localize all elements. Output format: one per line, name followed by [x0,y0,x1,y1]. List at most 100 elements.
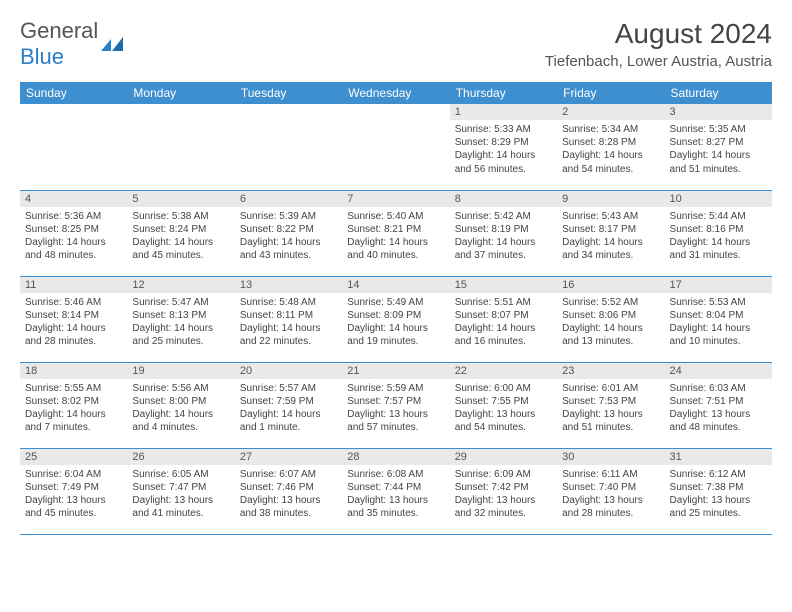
day-details: Sunrise: 5:42 AMSunset: 8:19 PMDaylight:… [450,207,557,267]
weekday-header: Thursday [450,82,557,104]
day-details: Sunrise: 6:11 AMSunset: 7:40 PMDaylight:… [557,465,664,525]
day-details: Sunrise: 6:03 AMSunset: 7:51 PMDaylight:… [665,379,772,439]
calendar-cell: .. [342,104,449,190]
day-details: Sunrise: 5:36 AMSunset: 8:25 PMDaylight:… [20,207,127,267]
calendar-cell: 18Sunrise: 5:55 AMSunset: 8:02 PMDayligh… [20,362,127,448]
day-number: 20 [235,363,342,379]
calendar-cell: 4Sunrise: 5:36 AMSunset: 8:25 PMDaylight… [20,190,127,276]
day-number: 29 [450,449,557,465]
day-details: Sunrise: 5:48 AMSunset: 8:11 PMDaylight:… [235,293,342,353]
calendar-cell: 13Sunrise: 5:48 AMSunset: 8:11 PMDayligh… [235,276,342,362]
day-details: Sunrise: 6:07 AMSunset: 7:46 PMDaylight:… [235,465,342,525]
weekday-header-row: SundayMondayTuesdayWednesdayThursdayFrid… [20,82,772,104]
day-number: 7 [342,191,449,207]
day-details: Sunrise: 5:34 AMSunset: 8:28 PMDaylight:… [557,120,664,180]
day-number: 19 [127,363,234,379]
weekday-header: Sunday [20,82,127,104]
calendar-cell: 16Sunrise: 5:52 AMSunset: 8:06 PMDayligh… [557,276,664,362]
day-details: Sunrise: 5:43 AMSunset: 8:17 PMDaylight:… [557,207,664,267]
day-details: Sunrise: 5:51 AMSunset: 8:07 PMDaylight:… [450,293,557,353]
day-number: 26 [127,449,234,465]
day-number: 2 [557,104,664,120]
day-number: 24 [665,363,772,379]
weekday-header: Tuesday [235,82,342,104]
day-details: Sunrise: 6:08 AMSunset: 7:44 PMDaylight:… [342,465,449,525]
day-details: Sunrise: 6:01 AMSunset: 7:53 PMDaylight:… [557,379,664,439]
page-header: General Blue August 2024 Tiefenbach, Low… [20,18,772,70]
title-block: August 2024 Tiefenbach, Lower Austria, A… [545,18,772,70]
day-number: 31 [665,449,772,465]
calendar-cell: .. [127,104,234,190]
day-number: 11 [20,277,127,293]
day-details: Sunrise: 6:00 AMSunset: 7:55 PMDaylight:… [450,379,557,439]
calendar-cell: 2Sunrise: 5:34 AMSunset: 8:28 PMDaylight… [557,104,664,190]
day-number: 22 [450,363,557,379]
weekday-header: Saturday [665,82,772,104]
calendar-table: SundayMondayTuesdayWednesdayThursdayFrid… [20,82,772,535]
day-details: Sunrise: 5:35 AMSunset: 8:27 PMDaylight:… [665,120,772,180]
day-details: Sunrise: 5:44 AMSunset: 8:16 PMDaylight:… [665,207,772,267]
day-number: 30 [557,449,664,465]
day-details: Sunrise: 5:47 AMSunset: 8:13 PMDaylight:… [127,293,234,353]
day-number: 1 [450,104,557,120]
calendar-cell: .. [20,104,127,190]
weekday-header: Wednesday [342,82,449,104]
calendar-cell: 28Sunrise: 6:08 AMSunset: 7:44 PMDayligh… [342,448,449,534]
calendar-week-row: 11Sunrise: 5:46 AMSunset: 8:14 PMDayligh… [20,276,772,362]
calendar-cell: 19Sunrise: 5:56 AMSunset: 8:00 PMDayligh… [127,362,234,448]
day-number: 3 [665,104,772,120]
day-details: Sunrise: 5:59 AMSunset: 7:57 PMDaylight:… [342,379,449,439]
day-details: Sunrise: 5:55 AMSunset: 8:02 PMDaylight:… [20,379,127,439]
day-number: 14 [342,277,449,293]
location-subtitle: Tiefenbach, Lower Austria, Austria [545,53,772,70]
calendar-cell: 25Sunrise: 6:04 AMSunset: 7:49 PMDayligh… [20,448,127,534]
day-number: 13 [235,277,342,293]
day-details: Sunrise: 6:05 AMSunset: 7:47 PMDaylight:… [127,465,234,525]
day-number: 4 [20,191,127,207]
day-details: Sunrise: 5:40 AMSunset: 8:21 PMDaylight:… [342,207,449,267]
day-number: 27 [235,449,342,465]
calendar-cell: 14Sunrise: 5:49 AMSunset: 8:09 PMDayligh… [342,276,449,362]
calendar-cell: 7Sunrise: 5:40 AMSunset: 8:21 PMDaylight… [342,190,449,276]
calendar-cell: 6Sunrise: 5:39 AMSunset: 8:22 PMDaylight… [235,190,342,276]
day-number: 5 [127,191,234,207]
logo-word-2: Blue [20,44,64,69]
calendar-week-row: 25Sunrise: 6:04 AMSunset: 7:49 PMDayligh… [20,448,772,534]
day-number: 15 [450,277,557,293]
day-number: 12 [127,277,234,293]
calendar-cell: 17Sunrise: 5:53 AMSunset: 8:04 PMDayligh… [665,276,772,362]
day-details: Sunrise: 6:04 AMSunset: 7:49 PMDaylight:… [20,465,127,525]
day-number: 28 [342,449,449,465]
day-details: Sunrise: 6:12 AMSunset: 7:38 PMDaylight:… [665,465,772,525]
day-details: Sunrise: 5:49 AMSunset: 8:09 PMDaylight:… [342,293,449,353]
day-number: 23 [557,363,664,379]
calendar-cell: 10Sunrise: 5:44 AMSunset: 8:16 PMDayligh… [665,190,772,276]
calendar-body: ........1Sunrise: 5:33 AMSunset: 8:29 PM… [20,104,772,534]
calendar-cell: 15Sunrise: 5:51 AMSunset: 8:07 PMDayligh… [450,276,557,362]
calendar-week-row: 4Sunrise: 5:36 AMSunset: 8:25 PMDaylight… [20,190,772,276]
month-title: August 2024 [545,18,772,50]
calendar-week-row: ........1Sunrise: 5:33 AMSunset: 8:29 PM… [20,104,772,190]
day-details: Sunrise: 5:56 AMSunset: 8:00 PMDaylight:… [127,379,234,439]
calendar-cell: 29Sunrise: 6:09 AMSunset: 7:42 PMDayligh… [450,448,557,534]
day-number: 21 [342,363,449,379]
day-details: Sunrise: 5:46 AMSunset: 8:14 PMDaylight:… [20,293,127,353]
logo-word-1: General [20,18,98,43]
day-details: Sunrise: 5:52 AMSunset: 8:06 PMDaylight:… [557,293,664,353]
day-number: 6 [235,191,342,207]
calendar-cell: 9Sunrise: 5:43 AMSunset: 8:17 PMDaylight… [557,190,664,276]
calendar-cell: 31Sunrise: 6:12 AMSunset: 7:38 PMDayligh… [665,448,772,534]
brand-logo: General Blue [20,18,123,70]
logo-text: General Blue [20,18,98,70]
calendar-cell: 5Sunrise: 5:38 AMSunset: 8:24 PMDaylight… [127,190,234,276]
weekday-header: Monday [127,82,234,104]
calendar-cell: 1Sunrise: 5:33 AMSunset: 8:29 PMDaylight… [450,104,557,190]
calendar-cell: 8Sunrise: 5:42 AMSunset: 8:19 PMDaylight… [450,190,557,276]
calendar-cell: 24Sunrise: 6:03 AMSunset: 7:51 PMDayligh… [665,362,772,448]
day-number: 17 [665,277,772,293]
day-details: Sunrise: 5:53 AMSunset: 8:04 PMDaylight:… [665,293,772,353]
calendar-cell: .. [235,104,342,190]
calendar-cell: 22Sunrise: 6:00 AMSunset: 7:55 PMDayligh… [450,362,557,448]
day-number: 8 [450,191,557,207]
day-number: 9 [557,191,664,207]
